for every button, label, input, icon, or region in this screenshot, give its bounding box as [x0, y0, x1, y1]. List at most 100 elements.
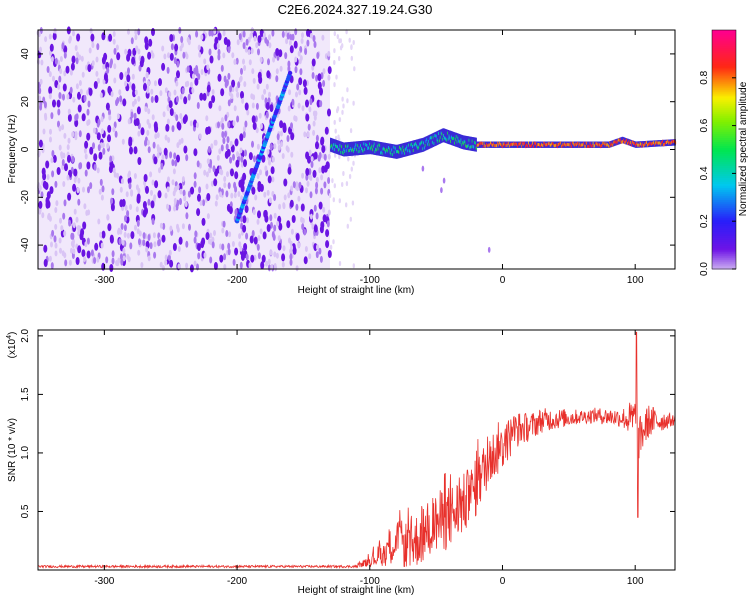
noise-cell [110, 197, 114, 205]
signal-halo-cell [532, 141, 534, 148]
noise-cell [201, 237, 206, 246]
noise-cell [338, 154, 341, 160]
signal-halo-cell [470, 136, 472, 151]
noise-cell [235, 159, 240, 168]
noise-cell [172, 243, 177, 251]
noise-cell [153, 241, 157, 248]
noise-cell [241, 97, 245, 104]
noise-cell [187, 93, 191, 101]
signal-cell [547, 142, 549, 146]
noise-cell [304, 48, 308, 55]
signal-cell [550, 143, 552, 147]
signal-cell [502, 142, 505, 146]
noise-cell [163, 147, 168, 156]
noise-cell [309, 213, 313, 220]
noise-cell [352, 160, 355, 166]
signal-cell [483, 141, 485, 145]
noise-cell [71, 232, 75, 240]
noise-cell [166, 118, 170, 125]
noise-cell [121, 239, 125, 246]
noise-cell [127, 256, 131, 263]
noise-cell [197, 73, 201, 81]
noise-cell [59, 56, 63, 62]
signal-halo-cell [384, 142, 387, 157]
signal-cell [337, 145, 339, 149]
noise-cell [296, 185, 299, 192]
noise-cell [51, 229, 55, 237]
noise-cell [162, 111, 166, 118]
signal-halo-cell [390, 143, 392, 158]
noise-cell [327, 153, 331, 160]
noise-cell [61, 159, 65, 166]
colorbar-cell [712, 59, 736, 63]
noise-cell [193, 172, 197, 180]
noise-cell [277, 242, 282, 251]
signal-cell [387, 149, 389, 153]
signal-halo-cell [440, 129, 442, 144]
signal-cell [367, 147, 369, 150]
noise-cell [256, 173, 260, 180]
signal-cell [378, 143, 380, 147]
noise-cell [87, 100, 91, 108]
noise-cell [137, 48, 141, 55]
signal-cell [529, 145, 532, 148]
signal-cell [423, 141, 425, 145]
signal-halo-cell [388, 143, 390, 158]
noise-cell [335, 74, 338, 80]
colorbar-cell [712, 203, 736, 206]
colorbar-cell [712, 195, 736, 198]
noise-cell [161, 45, 165, 52]
signal-cell [425, 139, 427, 143]
signal-cell [646, 141, 648, 144]
noise-cell [79, 88, 83, 95]
noise-cell [81, 249, 86, 258]
noise-cell [79, 232, 84, 241]
noise-cell [319, 255, 323, 263]
noise-cell [72, 248, 76, 255]
signal-halo-cell [353, 141, 355, 156]
noise-cell [115, 260, 119, 266]
noise-cell [308, 253, 312, 260]
colorbar-cell [712, 155, 736, 159]
noise-cell [320, 136, 325, 145]
noise-cell [264, 165, 268, 172]
noise-cell [90, 33, 95, 42]
noise-cell [265, 111, 269, 119]
signal-cell [669, 140, 671, 144]
noise-cell [144, 42, 149, 51]
noise-cell [348, 37, 351, 43]
noise-cell [243, 159, 247, 168]
y-tick-label: 40 [20, 48, 31, 60]
noise-cell [46, 174, 50, 180]
noise-cell [245, 232, 249, 240]
noise-cell [194, 77, 199, 86]
noise-cell [142, 239, 146, 247]
noise-cell [122, 98, 127, 107]
signal-cell [436, 138, 439, 142]
noise-cell [86, 108, 90, 116]
signal-cell [510, 143, 513, 147]
signal-cell [671, 139, 673, 143]
colorbar-cell [712, 55, 736, 59]
noise-cell [163, 53, 167, 60]
y-tick-label: 0.5 [20, 504, 31, 518]
noise-cell [124, 204, 128, 211]
noise-cell [129, 242, 133, 250]
noise-cell [326, 220, 330, 228]
colorbar-cell [712, 107, 736, 111]
colorbar-cell [712, 49, 736, 53]
colorbar-cell [712, 189, 736, 192]
signal-cell [540, 144, 542, 148]
signal-cell [361, 148, 364, 152]
colorbar-cell [712, 87, 736, 91]
noise-cell [75, 257, 80, 265]
colorbar-cell [712, 109, 736, 113]
signal-cell [490, 141, 492, 145]
noise-cell [131, 73, 135, 80]
signal-cell [574, 143, 576, 147]
noise-cell [206, 84, 211, 93]
noise-cell [157, 190, 162, 199]
signal-cell [603, 141, 605, 145]
noise-cell [225, 190, 229, 198]
noise-cell [52, 154, 57, 163]
